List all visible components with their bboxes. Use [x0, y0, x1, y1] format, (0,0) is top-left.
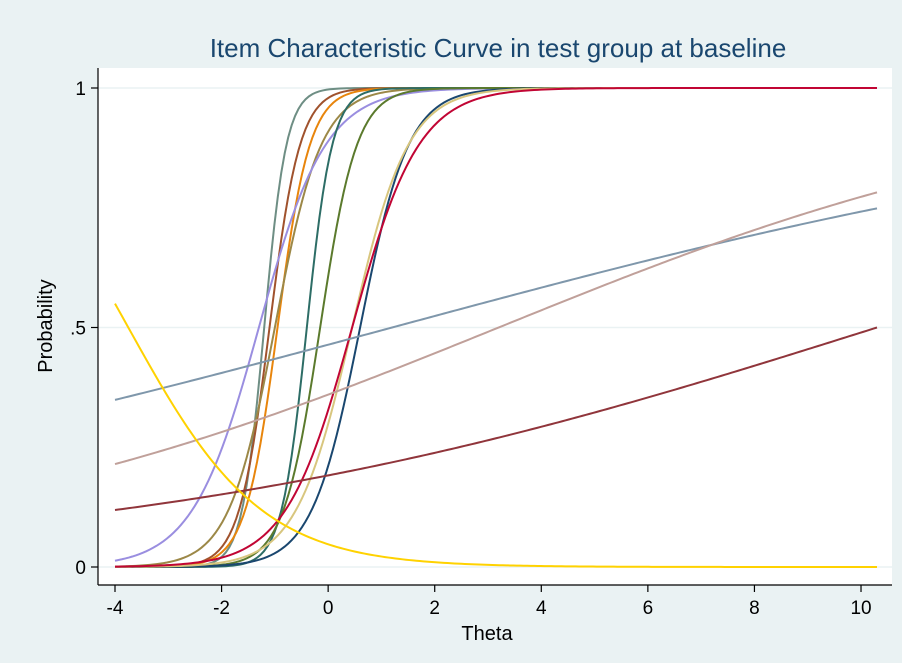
x-tick-label: 4: [536, 598, 547, 619]
curves: [114, 87, 878, 568]
series-curve-10: [114, 87, 877, 568]
y-tick-label: 1: [75, 79, 86, 100]
x-tick-label: 0: [323, 598, 334, 619]
axes: 0 .5 1 -4 -2 0 2 4 6 8 10: [70, 68, 892, 619]
y-tick-label: .5: [70, 319, 86, 340]
x-tick-label: 10: [850, 598, 871, 619]
series-curve-12: [114, 191, 878, 466]
y-axis-title: Probability: [35, 279, 57, 372]
x-tick-label: 8: [749, 598, 760, 619]
chart-title: Item Characteristic Curve in test group …: [210, 33, 787, 63]
x-tick-label: 2: [429, 598, 440, 619]
x-tick-label: -4: [107, 598, 124, 619]
x-tick-label: 6: [643, 598, 654, 619]
series-curve-13: [114, 326, 878, 511]
series-curve-14: [114, 303, 877, 568]
x-axis-title: Theta: [461, 623, 513, 645]
plot-area: [98, 68, 892, 585]
y-tick-label: 0: [75, 558, 86, 579]
x-tick-label: -2: [213, 598, 230, 619]
series-curve-11: [114, 207, 878, 401]
